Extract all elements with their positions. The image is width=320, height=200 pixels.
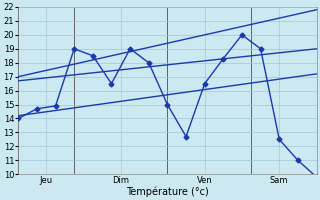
X-axis label: Température (°c): Température (°c) [126,186,209,197]
